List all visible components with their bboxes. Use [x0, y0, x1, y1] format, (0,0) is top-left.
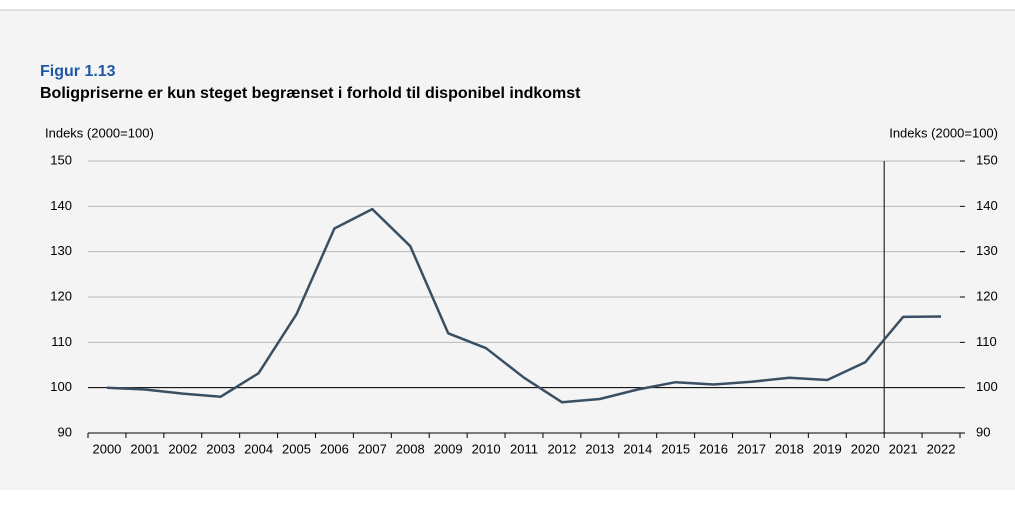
y-axis-label: Indeks (2000=100)	[45, 125, 154, 140]
x-tick-label: 2004	[244, 441, 273, 456]
x-tick-label: 2001	[130, 441, 159, 456]
x-tick-label: 2011	[510, 441, 538, 456]
x-tick-label: 2015	[661, 441, 690, 456]
panel	[0, 10, 1015, 490]
x-tick-label: 2000	[92, 441, 121, 456]
x-tick-label: 2022	[927, 441, 956, 456]
y-tick-label: 90	[58, 424, 72, 439]
y2-tick-label: 110	[976, 334, 997, 349]
x-tick-label: 2012	[547, 441, 576, 456]
y-tick-label: 100	[50, 379, 72, 394]
x-tick-label: 2009	[434, 441, 463, 456]
x-tick-label: 2016	[699, 441, 728, 456]
x-tick-label: 2013	[585, 441, 614, 456]
x-tick-label: 2006	[320, 441, 349, 456]
y2-tick-label: 150	[976, 152, 998, 167]
y2-tick-label: 130	[976, 243, 998, 258]
x-tick-label: 2002	[168, 441, 197, 456]
x-tick-label: 2010	[472, 441, 501, 456]
y2-tick-label: 120	[976, 288, 998, 303]
y2-tick-label: 100	[976, 379, 998, 394]
figure-label: Figur 1.13	[40, 63, 116, 80]
x-tick-label: 2020	[851, 441, 880, 456]
x-tick-label: 2007	[358, 441, 387, 456]
x-tick-label: 2017	[737, 441, 766, 456]
x-tick-label: 2003	[206, 441, 235, 456]
y2-tick-label: 90	[976, 424, 990, 439]
x-tick-label: 2018	[775, 441, 804, 456]
y-tick-label: 150	[50, 152, 72, 167]
x-tick-label: 2019	[813, 441, 842, 456]
x-tick-label: 2014	[623, 441, 652, 456]
x-tick-label: 2005	[282, 441, 311, 456]
y-tick-label: 120	[50, 288, 72, 303]
y2-tick-label: 140	[976, 198, 998, 213]
y2-axis-label: Indeks (2000=100)	[889, 125, 998, 140]
y-tick-label: 110	[51, 334, 72, 349]
x-tick-label: 2008	[396, 441, 425, 456]
y-tick-label: 140	[50, 198, 72, 213]
y-tick-label: 130	[50, 243, 72, 258]
x-tick-label: 2021	[889, 441, 918, 456]
chart-title: Boligpriserne er kun steget begrænset i …	[40, 85, 581, 102]
data-line	[106, 207, 942, 404]
